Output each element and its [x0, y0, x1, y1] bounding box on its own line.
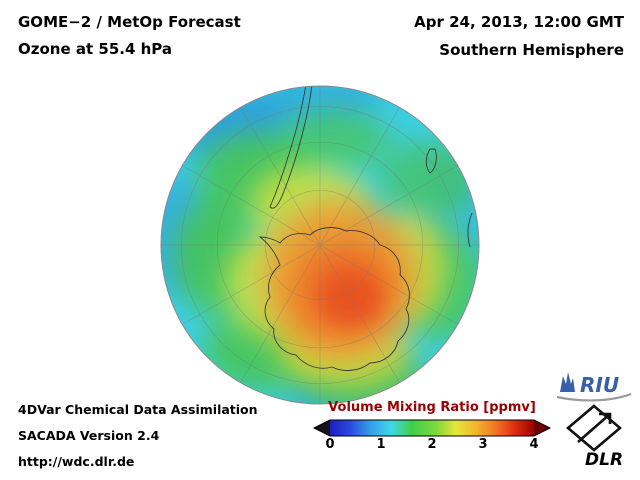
ozone-field: [161, 86, 479, 404]
south-america-coastline: [269, 86, 313, 209]
credit-line-assimilation: 4DVar Chemical Data Assimilation: [18, 402, 258, 417]
riu-logo-text: RIU: [580, 373, 619, 397]
riu-logo: RIU: [556, 372, 632, 402]
tick-label-3: 3: [478, 437, 488, 452]
riu-cathedral-icon: [560, 372, 575, 392]
credit-line-version: SACADA Version 2.4: [18, 428, 160, 443]
tick-label-4: 4: [529, 437, 539, 452]
madagascar-coastline: [425, 148, 437, 174]
tick-label-1: 1: [376, 437, 386, 452]
ozone-globe-map: [160, 85, 480, 405]
credit-line-url: http://wdc.dlr.de: [18, 454, 135, 469]
australia-coastline: [467, 212, 473, 248]
globe-rim: [160, 85, 480, 405]
colorbar: Volume Mixing Ratio [ppmv]: [312, 400, 552, 453]
tick-label-2: 2: [427, 437, 437, 452]
antarctica-coastline: [258, 227, 410, 371]
dlr-logo-icon: [566, 404, 622, 452]
colorbar-title: Volume Mixing Ratio [ppmv]: [328, 400, 536, 415]
page-title: GOME−2 / MetOp Forecast: [18, 13, 241, 31]
colorbar-ticks: 0 1 2 3 4: [312, 437, 552, 453]
tick-label-0: 0: [325, 437, 335, 452]
timestamp-label: Apr 24, 2013, 12:00 GMT: [414, 13, 624, 31]
riu-swoosh: [556, 392, 632, 402]
graticule: [161, 86, 479, 404]
colorbar-right-arrow: [534, 420, 550, 436]
colorbar-left-arrow: [314, 420, 330, 436]
dlr-logo-text: DLR: [585, 450, 624, 470]
page-subtitle: Ozone at 55.4 hPa: [18, 40, 172, 58]
hemisphere-label: Southern Hemisphere: [439, 41, 624, 59]
colorbar-gradient: [312, 419, 552, 437]
